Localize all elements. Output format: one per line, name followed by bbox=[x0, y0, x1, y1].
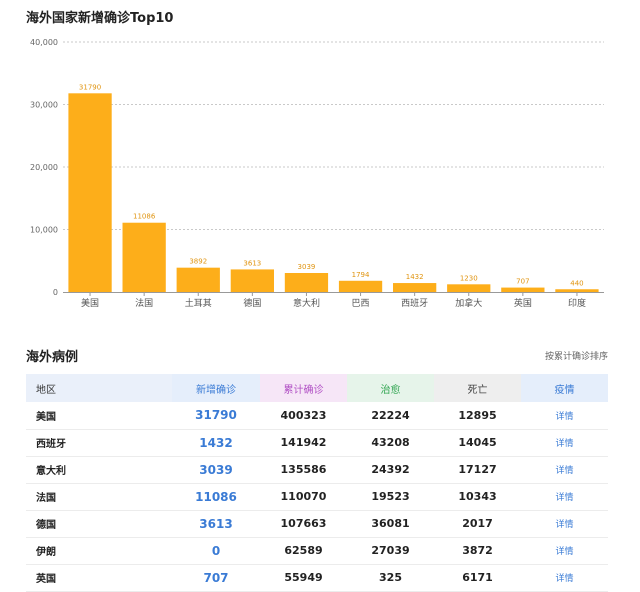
header-total-confirmed[interactable]: 累计确诊 bbox=[260, 374, 347, 402]
cell-new-confirmed: 0 bbox=[172, 537, 260, 565]
cell-new-confirmed: 1432 bbox=[172, 429, 260, 457]
x-tick-label: 法国 bbox=[135, 297, 153, 309]
cell-deaths: 12895 bbox=[434, 402, 521, 430]
cell-cured: 24392 bbox=[347, 456, 434, 484]
sort-by-total-link[interactable]: 按累计确诊排序 bbox=[544, 352, 608, 362]
x-tick-label: 美国 bbox=[81, 297, 99, 309]
cell-total-confirmed: 135586 bbox=[260, 456, 347, 484]
cell-region: 法国 bbox=[26, 483, 172, 511]
detail-link[interactable]: 详情 bbox=[521, 564, 608, 592]
detail-link[interactable]: 详情 bbox=[521, 483, 608, 511]
data-label: 3613 bbox=[243, 259, 261, 267]
bar[interactable] bbox=[176, 267, 220, 292]
chart-title: 海外国家新增确诊Top10 bbox=[26, 11, 174, 26]
cell-new-confirmed: 31790 bbox=[172, 402, 260, 430]
cell-new-confirmed: 3039 bbox=[172, 456, 260, 484]
cell-region: 西班牙 bbox=[26, 429, 172, 457]
table-row: 美国 31790 400323 22224 12895 详情 bbox=[26, 402, 608, 430]
x-tick-label: 西班牙 bbox=[401, 297, 428, 309]
cell-cured: 43208 bbox=[347, 429, 434, 457]
header-region: 地区 bbox=[26, 374, 172, 402]
cell-total-confirmed: 62589 bbox=[260, 537, 347, 565]
cell-total-confirmed: 141942 bbox=[260, 429, 347, 457]
y-tick-label: 30,000 bbox=[30, 101, 58, 110]
table-row: 意大利 3039 135586 24392 17127 详情 bbox=[26, 456, 608, 484]
y-tick-label: 40,000 bbox=[30, 38, 58, 47]
data-label: 1794 bbox=[352, 271, 370, 279]
detail-link[interactable]: 详情 bbox=[521, 429, 608, 457]
x-tick-label: 土耳其 bbox=[185, 297, 212, 309]
cell-deaths: 2017 bbox=[434, 510, 521, 538]
x-tick-label: 意大利 bbox=[293, 297, 320, 309]
cell-cured: 19523 bbox=[347, 483, 434, 511]
cell-new-confirmed: 3613 bbox=[172, 510, 260, 538]
table-row: 英国 707 55949 325 6171 详情 bbox=[26, 564, 608, 592]
cell-total-confirmed: 400323 bbox=[260, 402, 347, 430]
y-tick-label: 20,000 bbox=[30, 163, 58, 172]
table-header-row: 地区 新增确诊 累计确诊 治愈 死亡 疫情 bbox=[26, 374, 608, 402]
cell-region: 伊朗 bbox=[26, 537, 172, 565]
header-new-confirmed[interactable]: 新增确诊 bbox=[172, 374, 260, 402]
cell-new-confirmed: 707 bbox=[172, 564, 260, 592]
x-tick-label: 加拿大 bbox=[455, 297, 482, 309]
bar[interactable] bbox=[501, 287, 545, 292]
cell-cured: 27039 bbox=[347, 537, 434, 565]
detail-link[interactable]: 详情 bbox=[521, 510, 608, 538]
header-cured[interactable]: 治愈 bbox=[347, 374, 434, 402]
data-label: 440 bbox=[570, 279, 583, 287]
x-tick-label: 德国 bbox=[243, 297, 261, 309]
table-row: 德国 3613 107663 36081 2017 详情 bbox=[26, 510, 608, 538]
cell-cured: 22224 bbox=[347, 402, 434, 430]
overseas-cases-header: 海外病例 按累计确诊排序 bbox=[26, 346, 608, 366]
cell-deaths: 14045 bbox=[434, 429, 521, 457]
cell-total-confirmed: 55949 bbox=[260, 564, 347, 592]
bar[interactable] bbox=[338, 280, 383, 292]
data-label: 3039 bbox=[298, 263, 316, 271]
cell-total-confirmed: 107663 bbox=[260, 510, 347, 538]
detail-link[interactable]: 详情 bbox=[521, 537, 608, 565]
cell-total-confirmed: 110070 bbox=[260, 483, 347, 511]
header-deaths[interactable]: 死亡 bbox=[434, 374, 521, 402]
cell-deaths: 17127 bbox=[434, 456, 521, 484]
y-tick-label: 10,000 bbox=[30, 226, 58, 235]
cell-new-confirmed: 11086 bbox=[172, 483, 260, 511]
detail-link[interactable]: 详情 bbox=[521, 402, 608, 430]
bar[interactable] bbox=[393, 283, 437, 292]
cell-region: 美国 bbox=[26, 402, 172, 430]
data-label: 707 bbox=[516, 278, 529, 286]
cell-cured: 325 bbox=[347, 564, 434, 592]
cell-region: 意大利 bbox=[26, 456, 172, 484]
data-label: 1230 bbox=[460, 274, 478, 282]
overseas-cases-table: 地区 新增确诊 累计确诊 治愈 死亡 疫情 美国 31790 400323 22224… bbox=[26, 374, 608, 592]
bar[interactable] bbox=[122, 222, 166, 292]
section-title: 海外病例 bbox=[26, 350, 79, 365]
cell-region: 英国 bbox=[26, 564, 172, 592]
bar-chart: 0 10,000 20,000 30,000 40,000 31790 美国 11086 法国 3… bbox=[30, 38, 604, 309]
table-row: 伊朗 0 62589 27039 3872 详情 bbox=[26, 537, 608, 565]
data-label: 31790 bbox=[79, 83, 101, 91]
cell-region: 德国 bbox=[26, 510, 172, 538]
table-row: 法国 11086 110070 19523 10343 详情 bbox=[26, 483, 608, 511]
x-tick-label: 印度 bbox=[568, 297, 586, 309]
x-tick-label: 巴西 bbox=[352, 298, 370, 309]
data-label: 1432 bbox=[406, 273, 424, 281]
cell-deaths: 3872 bbox=[434, 537, 521, 565]
header-detail: 疫情 bbox=[521, 374, 608, 402]
cell-cured: 36081 bbox=[347, 510, 434, 538]
y-tick-label: 0 bbox=[53, 288, 58, 297]
data-label: 11086 bbox=[133, 213, 156, 221]
data-label: 3892 bbox=[189, 258, 207, 266]
bar[interactable] bbox=[68, 93, 112, 292]
table-row: 西班牙 1432 141942 43208 14045 详情 bbox=[26, 429, 608, 457]
bar[interactable] bbox=[284, 273, 329, 292]
x-tick-label: 英国 bbox=[514, 297, 532, 309]
cell-deaths: 10343 bbox=[434, 483, 521, 511]
bar[interactable] bbox=[447, 284, 491, 292]
bar[interactable] bbox=[230, 269, 274, 292]
bar[interactable] bbox=[555, 289, 599, 292]
detail-link[interactable]: 详情 bbox=[521, 456, 608, 484]
table-body: 美国 31790 400323 22224 12895 详情 西班牙 1432 141942 43… bbox=[26, 402, 608, 592]
cell-deaths: 6171 bbox=[434, 564, 521, 592]
